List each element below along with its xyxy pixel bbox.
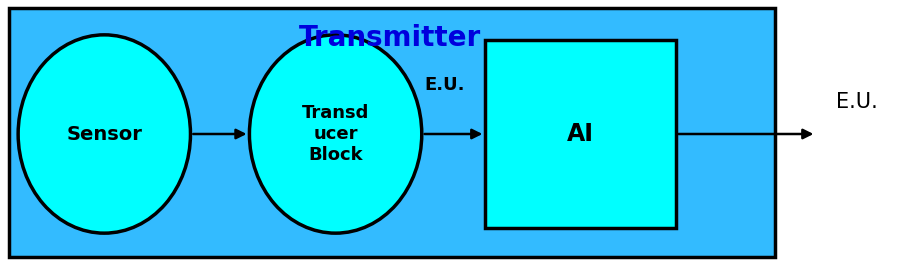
Ellipse shape: [249, 35, 422, 233]
Bar: [485, 40, 676, 228]
Ellipse shape: [18, 35, 190, 233]
Text: E.U.: E.U.: [836, 92, 878, 112]
Text: Sensor: Sensor: [66, 125, 142, 143]
Bar: [9, 8, 775, 257]
Text: AI: AI: [567, 122, 594, 146]
Text: Transd
ucer
Block: Transd ucer Block: [302, 104, 369, 164]
Text: Transmitter: Transmitter: [299, 24, 481, 52]
Text: E.U.: E.U.: [424, 76, 464, 94]
